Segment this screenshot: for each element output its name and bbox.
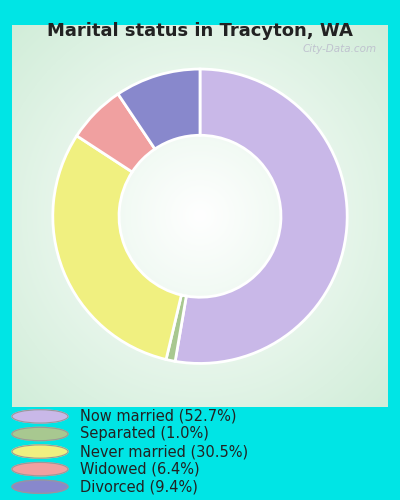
Wedge shape xyxy=(166,295,186,362)
Text: Divorced (9.4%): Divorced (9.4%) xyxy=(80,479,198,494)
Text: Separated (1.0%): Separated (1.0%) xyxy=(80,426,209,442)
Circle shape xyxy=(12,428,68,440)
Circle shape xyxy=(12,462,68,476)
Circle shape xyxy=(12,410,68,423)
Wedge shape xyxy=(53,136,181,360)
Text: Never married (30.5%): Never married (30.5%) xyxy=(80,444,248,459)
Wedge shape xyxy=(118,69,200,149)
Text: Marital status in Tracyton, WA: Marital status in Tracyton, WA xyxy=(47,22,353,40)
Circle shape xyxy=(12,480,68,494)
Wedge shape xyxy=(77,94,155,172)
Text: City-Data.com: City-Data.com xyxy=(302,44,377,54)
Text: Now married (52.7%): Now married (52.7%) xyxy=(80,409,236,424)
Wedge shape xyxy=(175,69,347,364)
Circle shape xyxy=(12,445,68,458)
Text: Widowed (6.4%): Widowed (6.4%) xyxy=(80,462,200,476)
